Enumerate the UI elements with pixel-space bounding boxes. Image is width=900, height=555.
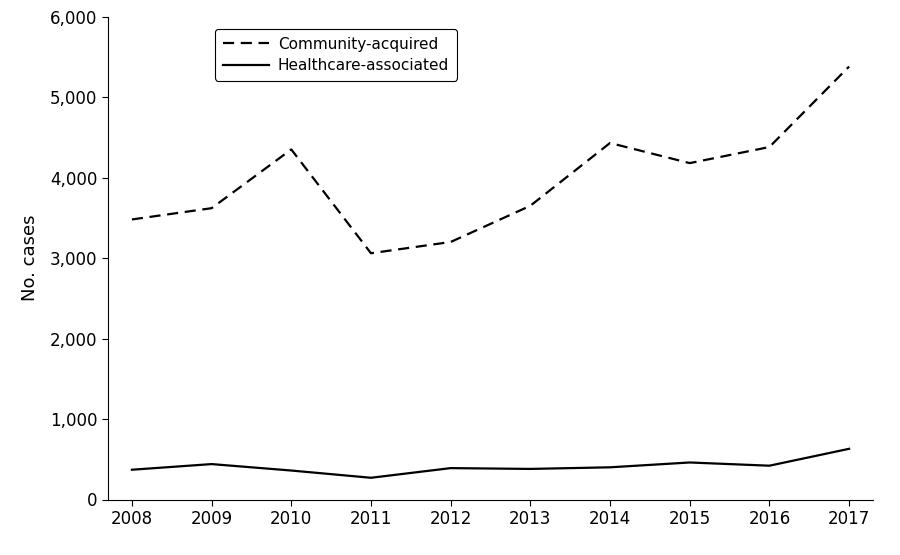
Community-acquired bbox=[684, 160, 695, 166]
Line: Community-acquired: Community-acquired bbox=[132, 67, 849, 253]
Healthcare-associated bbox=[684, 459, 695, 466]
Healthcare-associated bbox=[127, 466, 138, 473]
Community-acquired bbox=[764, 144, 775, 150]
Community-acquired bbox=[843, 63, 854, 70]
Community-acquired bbox=[127, 216, 138, 223]
Community-acquired bbox=[286, 146, 297, 153]
Healthcare-associated bbox=[525, 466, 535, 472]
Community-acquired bbox=[206, 205, 217, 211]
Healthcare-associated bbox=[605, 464, 616, 471]
Community-acquired bbox=[525, 203, 535, 209]
Community-acquired bbox=[365, 250, 376, 256]
Y-axis label: No. cases: No. cases bbox=[21, 215, 39, 301]
Healthcare-associated bbox=[446, 465, 456, 471]
Healthcare-associated bbox=[764, 462, 775, 469]
Community-acquired bbox=[446, 239, 456, 245]
Healthcare-associated bbox=[365, 475, 376, 481]
Community-acquired bbox=[605, 140, 616, 147]
Line: Healthcare-associated: Healthcare-associated bbox=[132, 449, 849, 478]
Healthcare-associated bbox=[843, 446, 854, 452]
Healthcare-associated bbox=[286, 467, 297, 474]
Healthcare-associated bbox=[206, 461, 217, 467]
Legend: Community-acquired, Healthcare-associated: Community-acquired, Healthcare-associate… bbox=[215, 29, 456, 80]
